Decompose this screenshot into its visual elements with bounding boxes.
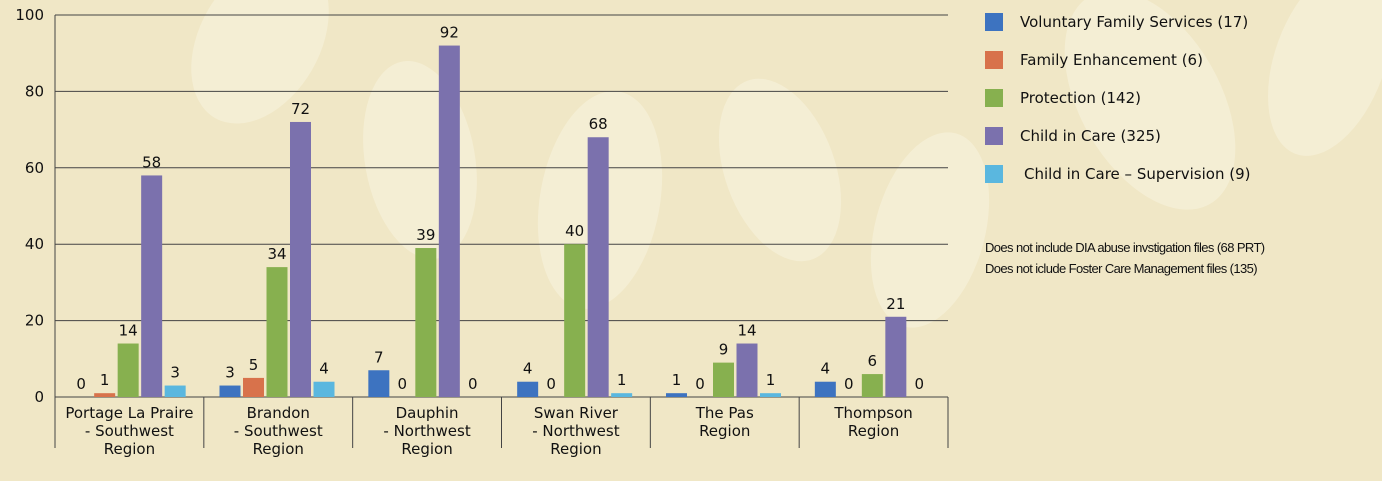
bar bbox=[267, 267, 288, 397]
y-tick-label: 20 bbox=[25, 312, 44, 330]
legend-label: Child in Care – Supervision (9) bbox=[1024, 165, 1251, 183]
value-label: 92 bbox=[440, 24, 459, 42]
value-label: 39 bbox=[416, 226, 435, 244]
y-tick-label: 100 bbox=[15, 6, 44, 24]
bar bbox=[885, 317, 906, 397]
x-tick-label: Thompson bbox=[833, 404, 912, 422]
x-tick-label: Swan River bbox=[534, 404, 619, 422]
x-tick-label: - Southwest bbox=[85, 422, 174, 440]
chart: 020406080100Portage La Praire- Southwest… bbox=[0, 0, 1382, 477]
x-tick-label: Region bbox=[699, 422, 750, 440]
bar bbox=[243, 378, 264, 397]
value-label: 6 bbox=[868, 352, 878, 370]
value-label: 1 bbox=[766, 371, 776, 389]
value-label: 9 bbox=[719, 341, 729, 359]
value-label: 1 bbox=[617, 371, 627, 389]
value-label: 3 bbox=[170, 364, 180, 382]
x-tick-label: Dauphin bbox=[396, 404, 459, 422]
value-label: 3 bbox=[225, 364, 235, 382]
value-label: 4 bbox=[523, 360, 533, 378]
y-tick-label: 40 bbox=[25, 235, 44, 253]
bar bbox=[713, 363, 734, 397]
bar bbox=[439, 46, 460, 397]
value-label: 58 bbox=[142, 153, 161, 171]
bar bbox=[517, 382, 538, 397]
bar bbox=[737, 344, 758, 397]
value-label: 0 bbox=[398, 375, 408, 393]
value-label: 4 bbox=[319, 360, 329, 378]
legend-swatch bbox=[985, 127, 1003, 145]
bar bbox=[862, 374, 883, 397]
value-label: 34 bbox=[267, 245, 286, 263]
value-label: 14 bbox=[737, 322, 756, 340]
bar bbox=[588, 137, 609, 397]
bar bbox=[611, 393, 632, 397]
value-label: 1 bbox=[672, 371, 682, 389]
value-label: 72 bbox=[291, 100, 310, 118]
legend-label: Family Enhancement (6) bbox=[1020, 51, 1203, 69]
legend-swatch bbox=[985, 51, 1003, 69]
legend-swatch bbox=[985, 13, 1003, 31]
bar bbox=[564, 244, 585, 397]
bar bbox=[314, 382, 335, 397]
legend-swatch bbox=[985, 165, 1003, 183]
value-label: 5 bbox=[249, 356, 259, 374]
bar bbox=[165, 386, 186, 397]
value-label: 0 bbox=[546, 375, 556, 393]
x-tick-label: Region bbox=[848, 422, 899, 440]
legend-swatch bbox=[985, 89, 1003, 107]
legend-label: Voluntary Family Services (17) bbox=[1020, 13, 1248, 31]
x-tick-label: - Northwest bbox=[383, 422, 470, 440]
x-tick-label: Region bbox=[401, 440, 452, 458]
bar bbox=[220, 386, 241, 397]
value-label: 14 bbox=[119, 322, 138, 340]
y-tick-label: 80 bbox=[25, 82, 44, 100]
note: Does not iclude Foster Care Management f… bbox=[985, 261, 1257, 276]
value-label: 0 bbox=[844, 375, 854, 393]
bar bbox=[290, 122, 311, 397]
x-tick-label: Brandon bbox=[247, 404, 310, 422]
x-tick-label: - Southwest bbox=[234, 422, 323, 440]
x-tick-label: - Northwest bbox=[532, 422, 619, 440]
y-tick-label: 60 bbox=[25, 159, 44, 177]
x-tick-label: Region bbox=[253, 440, 304, 458]
value-label: 0 bbox=[695, 375, 705, 393]
bar bbox=[415, 248, 436, 397]
bar bbox=[118, 344, 139, 397]
value-label: 0 bbox=[468, 375, 478, 393]
value-label: 68 bbox=[589, 115, 608, 133]
bar bbox=[94, 393, 115, 397]
bar bbox=[368, 370, 389, 397]
x-tick-label: Region bbox=[104, 440, 155, 458]
value-label: 1 bbox=[100, 371, 110, 389]
note: Does not include DIA abuse invstigation … bbox=[985, 240, 1265, 255]
page: {"chart_data": {"type": "bar", "categori… bbox=[0, 0, 1382, 477]
bar bbox=[815, 382, 836, 397]
legend-label: Protection (142) bbox=[1020, 89, 1141, 107]
bar bbox=[666, 393, 687, 397]
bar bbox=[141, 175, 162, 397]
x-tick-label: The Pas bbox=[695, 404, 754, 422]
value-label: 40 bbox=[565, 222, 584, 240]
value-label: 7 bbox=[374, 348, 384, 366]
value-label: 0 bbox=[915, 375, 925, 393]
x-tick-label: Portage La Praire bbox=[65, 404, 193, 422]
value-label: 0 bbox=[76, 375, 86, 393]
bar bbox=[760, 393, 781, 397]
y-tick-label: 0 bbox=[34, 388, 44, 406]
value-label: 4 bbox=[821, 360, 831, 378]
x-tick-label: Region bbox=[550, 440, 601, 458]
value-label: 21 bbox=[886, 295, 905, 313]
legend-label: Child in Care (325) bbox=[1020, 127, 1161, 145]
